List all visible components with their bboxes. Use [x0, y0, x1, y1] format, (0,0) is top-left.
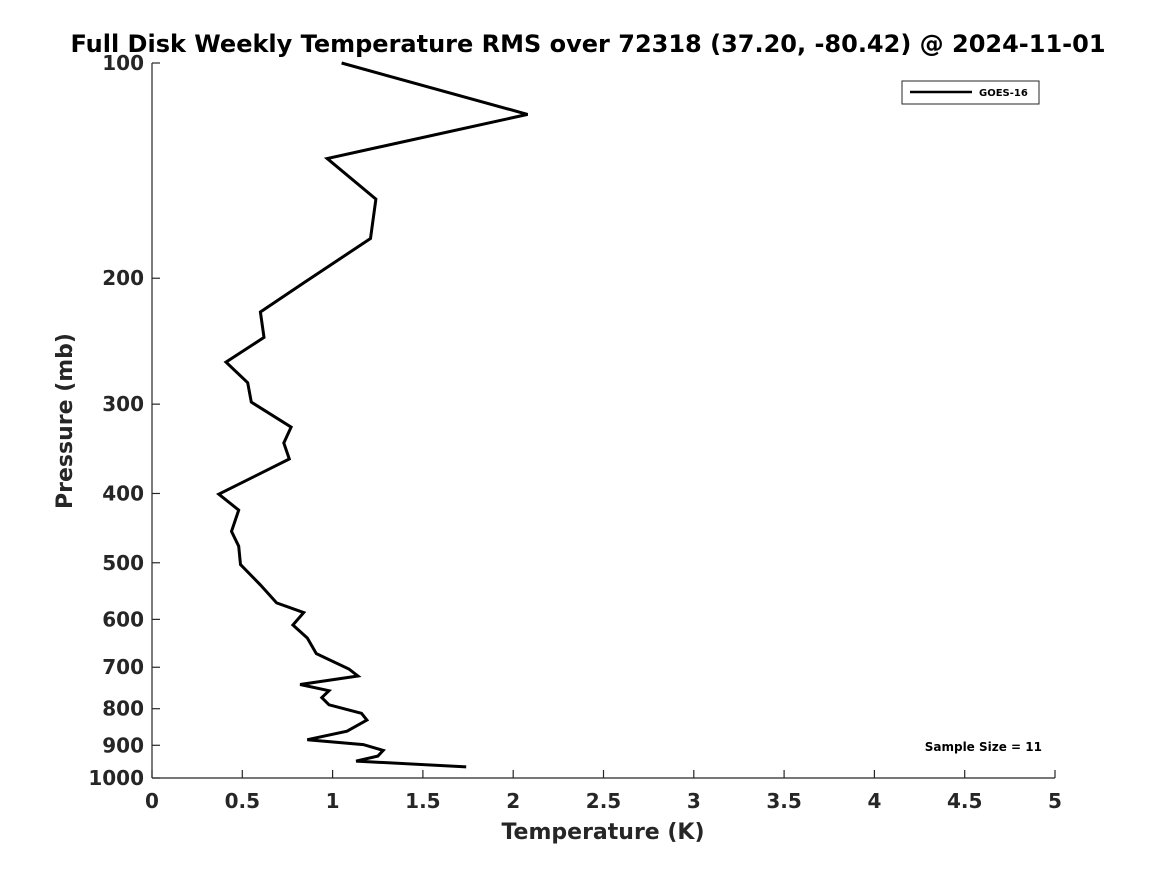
y-tick-label: 1000	[88, 766, 144, 790]
x-tick-label: 0.5	[225, 789, 260, 813]
sample-size-annotation: Sample Size = 11	[925, 740, 1042, 754]
x-tick-label: 5	[1048, 789, 1062, 813]
x-tick-label: 4	[867, 789, 881, 813]
y-axis-ticks: 100 200 300 400 500 600 700 800 900 1000	[88, 51, 160, 790]
y-tick-label: 200	[102, 266, 144, 290]
y-tick-label: 700	[102, 655, 144, 679]
x-tick-label: 1	[326, 789, 340, 813]
y-tick-label: 600	[102, 607, 144, 631]
x-axis-label: Temperature (K)	[501, 820, 704, 845]
x-tick-label: 3	[687, 789, 701, 813]
y-tick-label: 100	[102, 51, 144, 75]
y-tick-label: 800	[102, 697, 144, 721]
x-axis-ticks: 0 0.5 1 1.5 2 2.5 3 3.5 4 4.5 5	[145, 770, 1062, 813]
y-axis-label: Pressure (mb)	[53, 333, 78, 509]
y-tick-label: 900	[102, 733, 144, 757]
y-tick-label: 300	[102, 392, 144, 416]
x-tick-label: 4.5	[947, 789, 982, 813]
legend-label: GOES-16	[979, 88, 1028, 99]
x-tick-label: 1.5	[405, 789, 440, 813]
x-tick-label: 2	[506, 789, 520, 813]
y-tick-label: 400	[102, 481, 144, 505]
x-tick-label: 3.5	[766, 789, 801, 813]
chart-title: Full Disk Weekly Temperature RMS over 72…	[70, 30, 1105, 58]
x-tick-label: 0	[145, 789, 159, 813]
x-tick-label: 2.5	[586, 789, 621, 813]
y-tick-label: 500	[102, 551, 144, 575]
series-line-goes-16	[216, 61, 528, 769]
series-layer	[216, 61, 528, 769]
legend: GOES-16	[901, 80, 1040, 105]
